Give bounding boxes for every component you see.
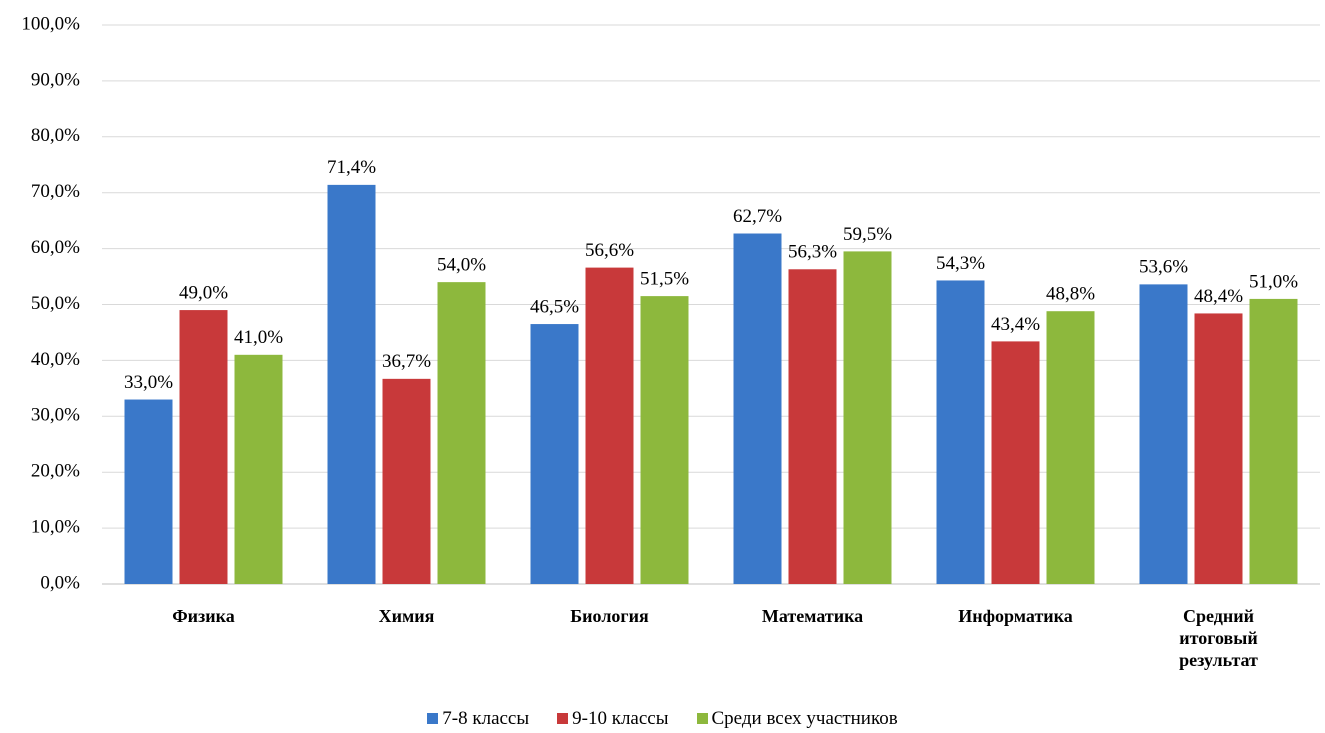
y-tick-label: 60,0%	[31, 237, 80, 258]
data-label: 51,5%	[640, 268, 689, 289]
bar	[585, 267, 634, 584]
data-label: 51,0%	[1249, 271, 1298, 292]
data-label: 71,4%	[327, 157, 376, 178]
data-label: 43,4%	[991, 314, 1040, 335]
x-tick-label: Математика	[761, 606, 864, 626]
y-tick-label: 40,0%	[31, 349, 80, 370]
legend-label: 7-8 классы	[442, 708, 530, 729]
bar	[327, 184, 376, 584]
data-label: 53,6%	[1139, 257, 1188, 278]
data-label: 54,0%	[437, 254, 486, 275]
legend-swatch	[557, 713, 569, 724]
legend-swatch	[427, 713, 439, 724]
bar	[936, 280, 985, 584]
data-label: 49,0%	[179, 282, 228, 303]
legend-swatch	[696, 713, 708, 724]
y-tick-label: 100,0%	[21, 13, 80, 34]
y-tick-label: 0,0%	[40, 572, 80, 593]
y-tick-label: 20,0%	[31, 461, 80, 482]
legend-item: Среди всех участников	[696, 708, 898, 730]
bar	[1249, 298, 1298, 584]
legend-label: 9-10 классы	[572, 708, 669, 729]
data-label: 36,7%	[382, 351, 431, 372]
data-label: 48,8%	[1046, 284, 1095, 305]
bar	[437, 282, 486, 584]
data-label: 59,5%	[843, 224, 892, 245]
y-tick-label: 80,0%	[31, 125, 80, 146]
y-tick-label: 30,0%	[31, 405, 80, 426]
x-tick-label: Информатика	[958, 606, 1073, 626]
bar	[1194, 313, 1243, 584]
bar	[843, 251, 892, 584]
chart: 0,0% 10,0% 20,0% 30,0% 40,0% 50,0% 60,0% 70,0% 8…	[21, 13, 1320, 593]
data-label: 33,0%	[124, 372, 173, 393]
legend-item: 9-10 классы	[557, 708, 669, 730]
data-label: 48,4%	[1194, 286, 1243, 307]
x-tick-label: Средний итоговый результат	[1179, 606, 1258, 670]
bar	[733, 233, 782, 584]
y-tick-label: 50,0%	[31, 293, 80, 314]
y-tick-label: 10,0%	[31, 516, 80, 537]
legend: 7-8 классы 9-10 классы Среди всех участник…	[0, 708, 1325, 730]
bar	[640, 296, 689, 584]
bar	[1139, 284, 1188, 584]
bar	[991, 341, 1040, 584]
x-tick-label: Физика	[172, 606, 235, 626]
bar	[382, 378, 431, 584]
y-tick-label: 70,0%	[31, 181, 80, 202]
bar	[124, 399, 173, 584]
bar	[530, 324, 579, 584]
data-label: 46,5%	[530, 296, 579, 317]
x-tick-label: Биология	[570, 606, 649, 626]
data-label: 62,7%	[733, 206, 782, 227]
bar	[234, 354, 283, 584]
y-tick-label: 90,0%	[31, 69, 80, 90]
legend-label: Среди всех участников	[711, 708, 898, 729]
data-label: 41,0%	[234, 327, 283, 348]
x-tick-label: Химия	[378, 606, 435, 626]
bar	[179, 310, 228, 584]
bar	[1046, 311, 1095, 584]
data-label: 54,3%	[936, 253, 985, 274]
legend-item: 7-8 классы	[427, 708, 529, 730]
data-label: 56,6%	[585, 240, 634, 261]
data-label: 56,3%	[788, 242, 837, 263]
bar	[788, 269, 837, 584]
